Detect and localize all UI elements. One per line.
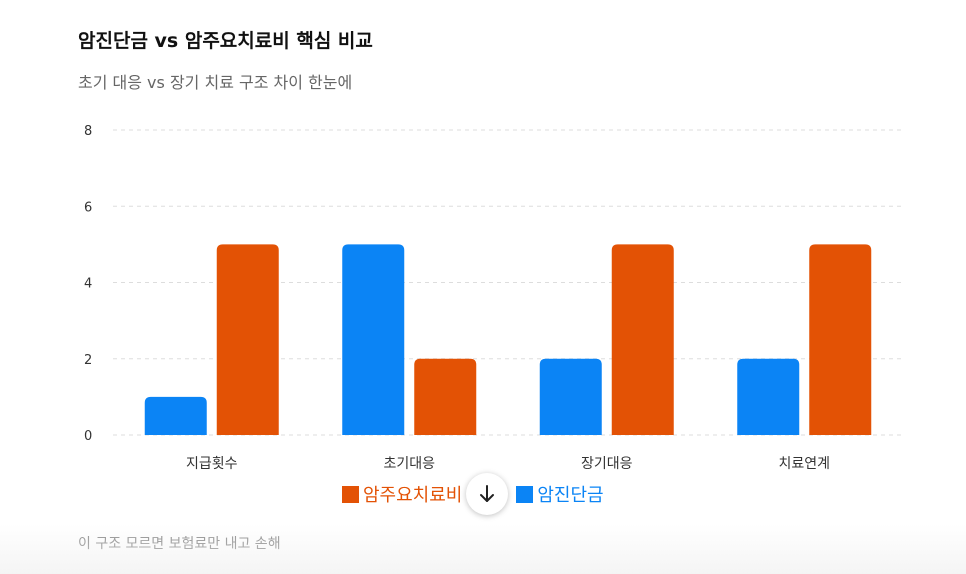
bars [144, 244, 872, 435]
bar-diagnosis-1[interactable] [342, 244, 405, 435]
scroll-down-button[interactable] [466, 473, 509, 515]
y-tick-label: 8 [84, 124, 92, 139]
y-axis-ticks: 0 2 4 6 8 [84, 124, 92, 444]
x-axis-ticks: 지급횟수 초기대응 장기대응 치료연계 [186, 456, 830, 472]
bar-chart: 0 2 4 6 8 지급횟수 초기대응 장기대응 치료연계 [84, 124, 903, 472]
y-tick-label: 0 [84, 429, 92, 444]
bar-treatment-0[interactable] [216, 244, 279, 435]
legend-label-treatment: 암주요치료비 [363, 485, 463, 506]
x-tick-label: 치료연계 [778, 456, 830, 472]
chart-subtitle: 초기 대응 vs 장기 치료 구조 차이 한눈에 [78, 73, 353, 92]
x-tick-label: 초기대응 [383, 456, 435, 472]
bar-treatment-3[interactable] [809, 244, 872, 435]
bar-treatment-2[interactable] [611, 244, 674, 435]
legend-swatch-treatment [342, 485, 359, 503]
x-tick-label: 장기대응 [581, 456, 633, 472]
bar-diagnosis-3[interactable] [737, 358, 800, 435]
bar-diagnosis-0[interactable] [144, 396, 207, 435]
legend-label-diagnosis: 암진단금 [537, 485, 604, 506]
legend-item-treatment[interactable]: 암주요치료비 [342, 481, 462, 507]
arrow-down-icon [480, 485, 495, 502]
chart-title: 암진단금 vs 암주요치료비 핵심 비교 [78, 30, 373, 52]
x-tick-label: 지급횟수 [186, 456, 238, 472]
y-tick-label: 2 [84, 353, 92, 368]
legend-item-diagnosis[interactable]: 암진단금 [516, 481, 604, 507]
bar-treatment-1[interactable] [414, 358, 477, 435]
chart-legend: 암주요치료비 암진단금 [342, 472, 604, 516]
bar-diagnosis-2[interactable] [539, 358, 602, 435]
footer-note: 이 구조 모르면 보험료만 내고 손해 [78, 536, 281, 552]
legend-swatch-diagnosis [516, 485, 534, 503]
y-tick-label: 4 [84, 277, 92, 292]
y-tick-label: 6 [84, 200, 92, 215]
